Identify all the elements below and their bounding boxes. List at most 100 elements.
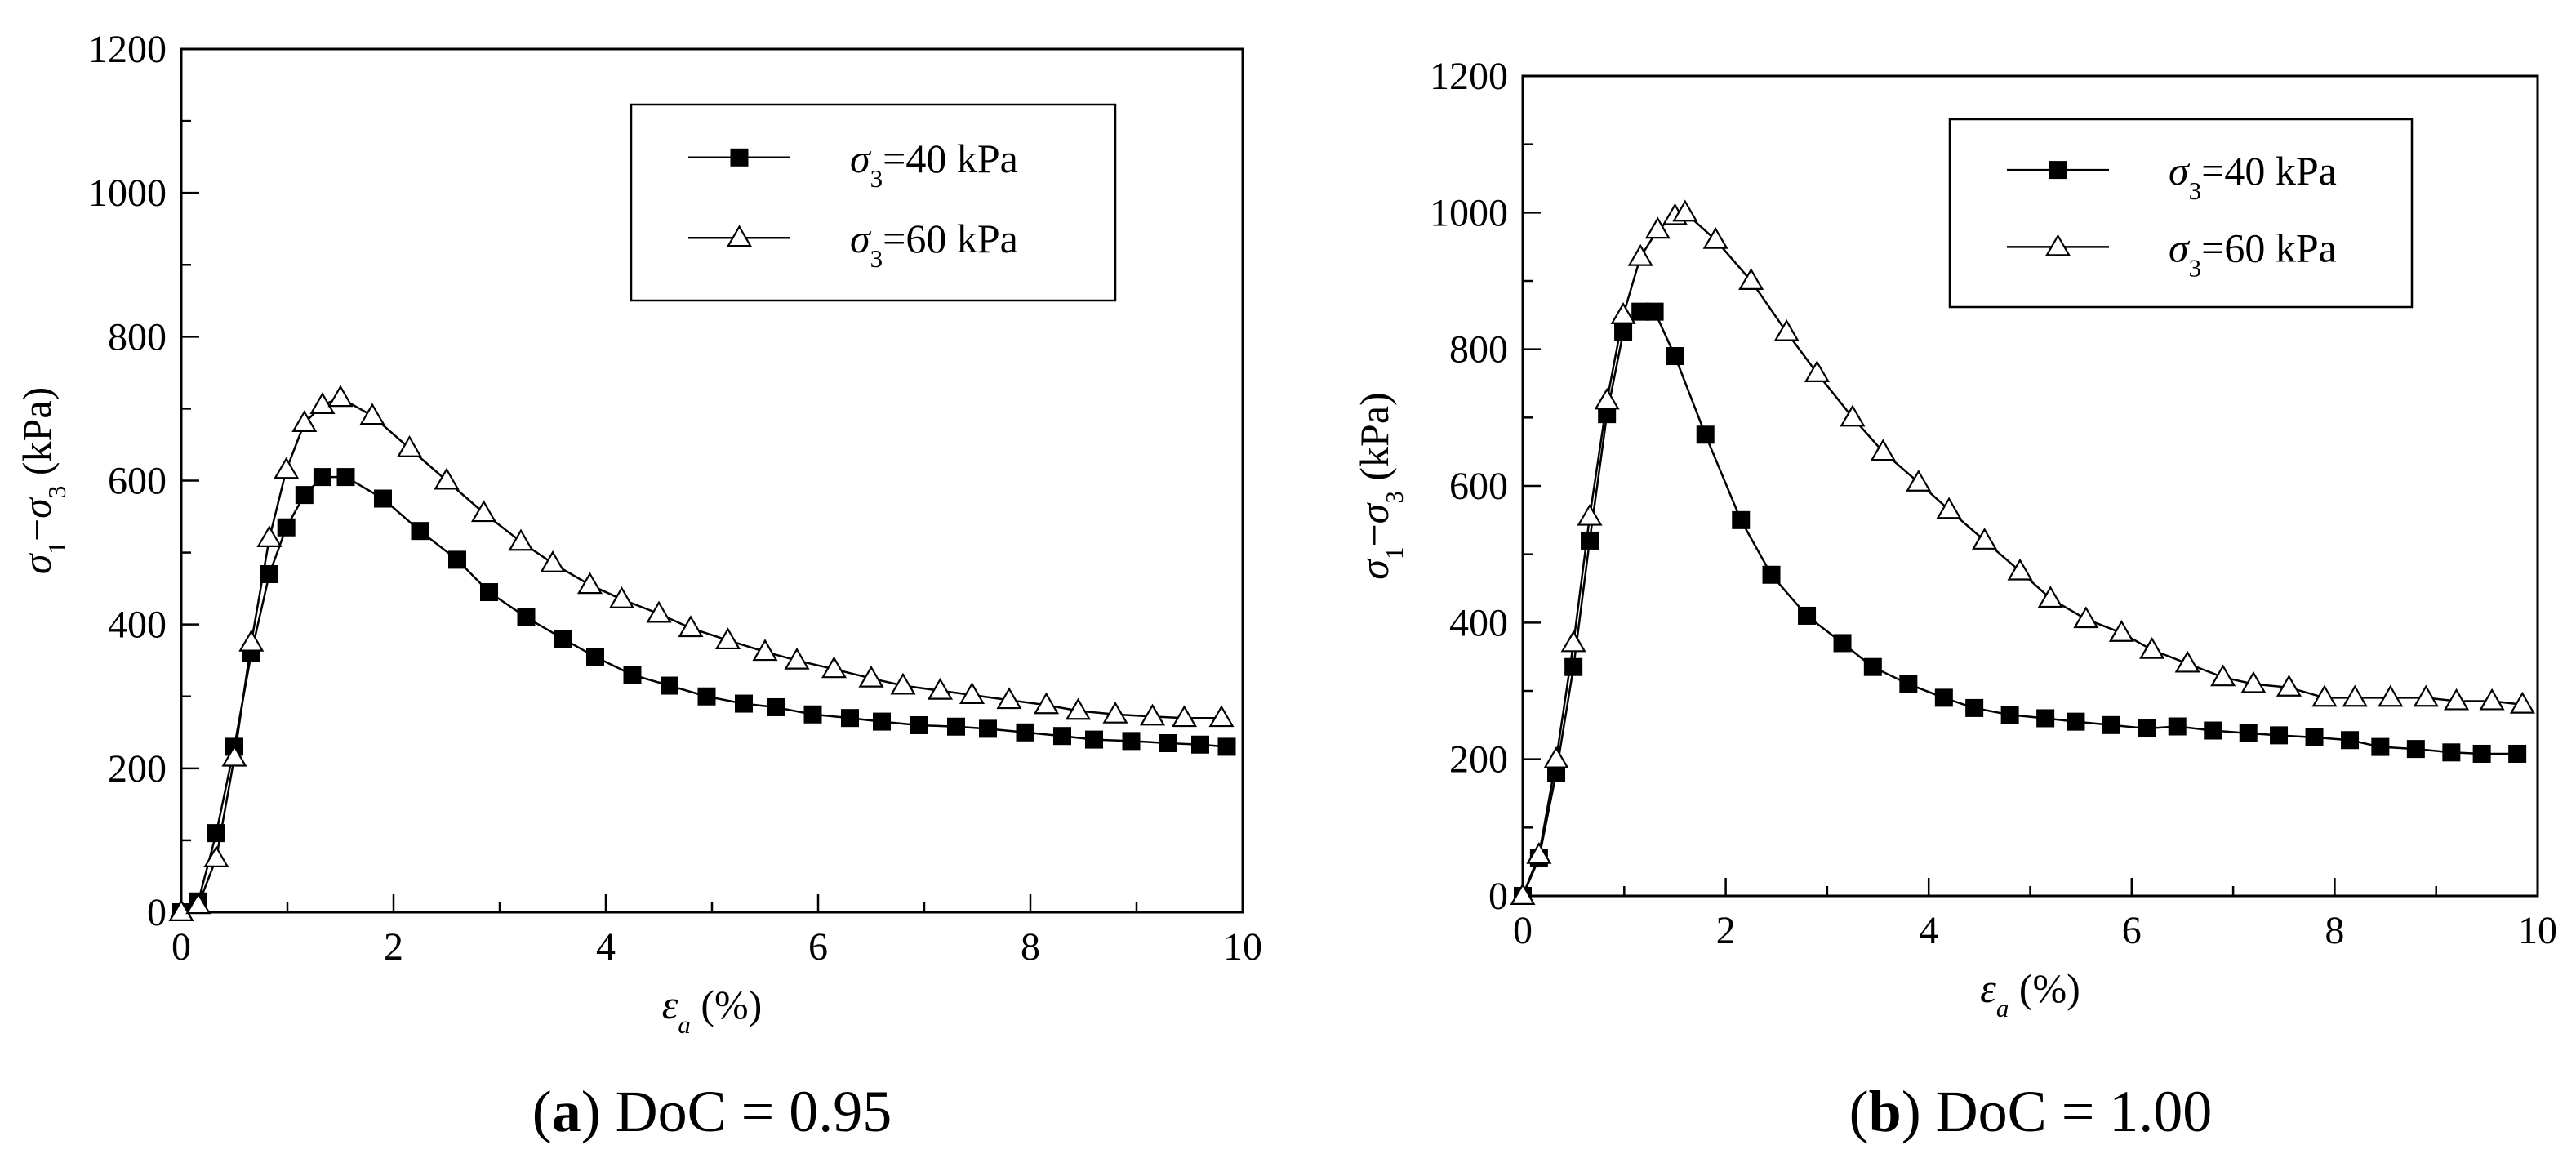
data-point-triangle xyxy=(256,525,283,547)
data-point-square xyxy=(2406,740,2425,759)
legend-label: σ3=60 kPa xyxy=(2169,225,2337,282)
data-point-square xyxy=(448,550,466,569)
data-point-triangle xyxy=(1702,226,1728,249)
data-point-square xyxy=(1159,734,1177,753)
data-point-triangle xyxy=(996,687,1022,710)
legend-label: σ3=40 kPa xyxy=(2169,148,2337,205)
data-point-square xyxy=(1053,727,1071,746)
chart-panel-b: 0 2 4 6 8 10 0 200 400 600 800 1000 1200 εa (%) σ1−σ3 … xyxy=(1351,55,2557,1144)
legend-item: σ3=40 kPa xyxy=(2007,148,2337,205)
data-point-square xyxy=(623,666,642,684)
data-point-triangle xyxy=(2007,558,2033,581)
data-point-triangle xyxy=(608,586,635,608)
data-point-triangle xyxy=(1594,387,1620,410)
y-tick-label: 800 xyxy=(108,315,167,359)
data-point-square xyxy=(586,648,604,666)
data-point-square xyxy=(554,630,572,648)
data-point-square xyxy=(873,712,891,731)
series-line xyxy=(1521,310,2518,897)
data-point-triangle xyxy=(1065,697,1092,720)
data-point-triangle xyxy=(470,500,497,523)
data-point-triangle xyxy=(646,600,672,623)
data-point-triangle xyxy=(508,528,534,551)
data-point-triangle xyxy=(1870,439,1896,461)
data-point-square xyxy=(517,608,536,626)
data-point-square xyxy=(910,715,928,734)
data-point-triangle xyxy=(274,457,300,479)
y-tick-label: 0 xyxy=(147,891,167,934)
data-point-square xyxy=(767,697,785,716)
legend-item: σ3=60 kPa xyxy=(688,216,1018,273)
data-point-triangle xyxy=(2174,650,2200,673)
legend-box xyxy=(1948,118,2414,309)
data-point-square xyxy=(2305,728,2324,746)
data-point-triangle xyxy=(434,467,460,490)
data-point-square xyxy=(1696,425,1715,444)
data-point-triangle xyxy=(1840,404,1866,427)
data-point-square xyxy=(1614,323,1633,341)
data-point-triangle xyxy=(1627,243,1653,266)
data-point-square xyxy=(2168,717,2187,736)
data-point-triangle xyxy=(1526,841,1552,864)
data-point-triangle xyxy=(2342,684,2368,707)
data-point-triangle xyxy=(540,550,566,572)
x-tick-label: 10 xyxy=(2518,909,2557,952)
data-point-triangle xyxy=(2240,670,2267,693)
data-point-square xyxy=(2036,709,2055,728)
data-point-triangle xyxy=(752,639,778,662)
data-point-triangle xyxy=(714,627,741,650)
data-point-triangle xyxy=(1738,268,1764,290)
legend-marker-triangle xyxy=(726,225,753,247)
data-point-square xyxy=(1564,657,1583,676)
data-point-triangle xyxy=(1139,703,1166,726)
data-point-triangle xyxy=(1577,503,1603,526)
data-point-square xyxy=(1965,698,1984,717)
x-axis-label: εa (%) xyxy=(1980,965,2080,1022)
panel-caption: (a) DoC = 0.95 xyxy=(532,1079,892,1144)
data-point-triangle xyxy=(890,672,916,695)
y-tick-label: 600 xyxy=(1449,465,1508,508)
legend-item: σ3=40 kPa xyxy=(688,136,1018,192)
y-tick-label: 400 xyxy=(108,604,167,647)
data-point-triangle xyxy=(359,403,385,425)
data-point-square xyxy=(735,694,753,713)
data-point-square xyxy=(2508,744,2527,763)
y-tick-label: 0 xyxy=(1488,875,1508,918)
legend: σ3=40 kPa σ3=60 kPa xyxy=(630,103,1117,302)
data-point-triangle xyxy=(203,845,229,867)
data-point-triangle xyxy=(2479,688,2505,710)
x-tick-label: 0 xyxy=(1513,909,1533,952)
data-point-square xyxy=(1666,347,1684,366)
data-point-triangle xyxy=(784,647,810,670)
data-point-triangle xyxy=(2210,664,2236,687)
data-point-square xyxy=(2472,744,2491,763)
data-point-square xyxy=(2442,743,2461,762)
data-point-square xyxy=(2102,715,2120,734)
data-point-square xyxy=(1547,764,1566,782)
data-point-square xyxy=(2371,737,2390,756)
data-point-triangle xyxy=(1644,216,1671,239)
data-point-square xyxy=(1732,510,1751,529)
data-point-square xyxy=(979,719,997,738)
data-point-triangle xyxy=(238,629,265,652)
x-tick-label: 0 xyxy=(171,925,191,969)
data-point-triangle xyxy=(2276,674,2302,697)
series-sigma3-60kpa xyxy=(1510,199,2535,906)
y-tick-label: 1200 xyxy=(88,28,167,71)
panel-caption: (b) DoC = 1.00 xyxy=(1849,1079,2213,1144)
data-point-triangle xyxy=(1804,360,1831,382)
data-point-square xyxy=(1645,302,1664,321)
data-point-square xyxy=(1631,302,1650,321)
chart-panel-a: 0 2 4 6 8 10 0 200 400 600 800 1000 1200 εa (%) σ1−σ3 … xyxy=(14,28,1262,1144)
y-tick-label: 200 xyxy=(108,747,167,791)
data-point-triangle xyxy=(2444,688,2470,710)
data-point-triangle xyxy=(185,892,211,915)
x-tick-label: 4 xyxy=(596,925,616,969)
data-point-square xyxy=(277,518,296,537)
series-sigma3-60kpa xyxy=(168,385,1235,922)
data-point-square xyxy=(2204,721,2222,740)
y-axis-label: σ1−σ3 (kPa) xyxy=(1351,392,1408,579)
x-tick-label: 8 xyxy=(1021,925,1040,969)
data-point-square xyxy=(1581,531,1599,550)
legend: σ3=40 kPa σ3=60 kPa xyxy=(1948,118,2414,309)
